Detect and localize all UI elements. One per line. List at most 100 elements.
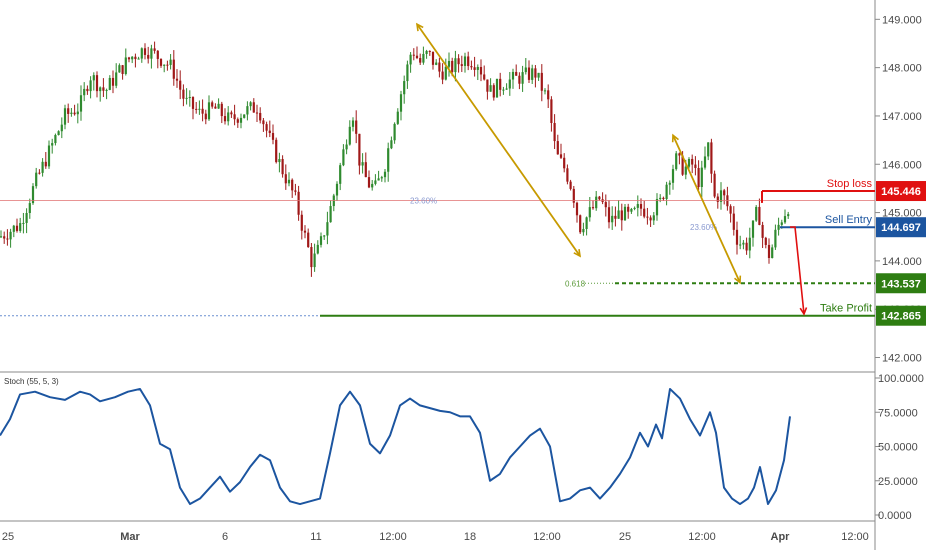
- candle-body: [239, 117, 243, 123]
- candle-body: [348, 126, 351, 145]
- candle-body: [611, 215, 614, 223]
- candle-body: [614, 215, 617, 219]
- stoch-axis-ticks: 100.0000 75.0000 50.0000 25.0000 0.0000: [875, 373, 924, 522]
- candle-body: [300, 214, 303, 231]
- candle-body: [553, 123, 556, 142]
- candle-body: [777, 224, 780, 230]
- candle-body: [150, 48, 153, 59]
- candle-body: [598, 196, 601, 200]
- candle-body: [99, 87, 102, 92]
- candle-body: [220, 103, 223, 117]
- candle-body: [297, 191, 300, 215]
- candle-body: [185, 97, 188, 99]
- stoch-line: [0, 387, 791, 506]
- candle-body: [467, 56, 470, 67]
- fib-label: 0.618: [565, 279, 586, 288]
- price-tick-label: 145.000: [882, 208, 922, 220]
- level-label: Sell Entry: [825, 214, 873, 226]
- candle-body: [179, 80, 182, 90]
- candle-body: [214, 106, 217, 109]
- candle-body: [505, 88, 508, 90]
- candle-body: [63, 108, 67, 125]
- candle-body: [345, 144, 348, 150]
- trade-levels: 23.60% 23.60% 0.618 Stop loss 145.446 Sell En…: [0, 178, 926, 326]
- candle-body: [665, 184, 668, 200]
- candle-body: [684, 166, 687, 175]
- candle-body: [527, 67, 531, 80]
- candle-body: [89, 80, 92, 92]
- time-tick-label: 25: [2, 531, 14, 543]
- candle-body: [134, 56, 137, 60]
- stoch-tick-label: 0.0000: [878, 510, 912, 522]
- price-badge-value: 145.446: [881, 186, 921, 198]
- candle-body: [291, 179, 294, 191]
- candle-body: [739, 244, 742, 246]
- candle-body: [111, 77, 115, 86]
- candle-body: [716, 196, 719, 202]
- candle-body: [38, 172, 41, 174]
- candle-body: [3, 236, 6, 239]
- candle-body: [617, 210, 620, 219]
- candle-body: [668, 182, 671, 185]
- candle-body: [198, 108, 201, 110]
- candle-body: [390, 140, 393, 149]
- candle-body: [406, 64, 409, 82]
- candle-body: [278, 159, 281, 163]
- candle-body: [358, 133, 361, 166]
- candle-body: [156, 50, 159, 59]
- candle-body: [646, 216, 649, 218]
- candle-body: [403, 81, 406, 95]
- candle-body: [374, 180, 377, 184]
- candle-body: [361, 162, 364, 166]
- candle-body: [0, 236, 3, 238]
- candle-body: [540, 72, 543, 91]
- stoch-tick-label: 75.0000: [878, 407, 918, 419]
- target-arrow-head: [799, 307, 808, 316]
- candle-body: [630, 208, 633, 212]
- candle-body: [182, 89, 185, 99]
- candle-body: [163, 64, 166, 66]
- candle-body: [671, 169, 675, 183]
- time-axis-ticks: 25 Mar 6 11 12:00 18 12:00 25 12:00 Apr 12:00: [2, 531, 869, 543]
- candle-body: [531, 68, 534, 80]
- time-tick-label: Mar: [120, 531, 140, 543]
- price-axis-ticks: 142.000143.000144.000145.000146.000147.0…: [875, 14, 922, 365]
- candle-body: [323, 235, 326, 237]
- candle-body: [95, 75, 99, 92]
- measure-arrow-line: [672, 134, 741, 283]
- candle-body: [652, 215, 655, 221]
- candle-body: [236, 119, 239, 123]
- candle-body: [419, 58, 422, 63]
- price-tick-label: 147.000: [882, 111, 922, 123]
- candle-body: [694, 164, 697, 169]
- candle-body: [143, 48, 147, 55]
- candle-body: [271, 132, 275, 140]
- candle-body: [447, 60, 451, 67]
- price-tick-label: 142.000: [882, 353, 922, 365]
- candle-body: [659, 197, 662, 200]
- candle-body: [428, 50, 431, 52]
- measure-arrow-head: [415, 22, 424, 32]
- candle-body: [473, 67, 476, 70]
- candle-body: [195, 108, 198, 110]
- candle-body: [70, 112, 73, 114]
- candle-body: [105, 89, 108, 91]
- candle-body: [422, 53, 425, 63]
- candle-body: [579, 215, 582, 233]
- candle-body: [758, 206, 761, 225]
- candle-body: [153, 48, 156, 51]
- candle-body: [102, 87, 105, 91]
- candle-body: [463, 56, 467, 66]
- candle-body: [387, 148, 390, 172]
- fib-label: 23.60%: [410, 196, 437, 205]
- candle-body: [92, 75, 95, 81]
- candle-body: [108, 77, 111, 90]
- time-tick-label: 11: [310, 531, 321, 543]
- candle-body: [627, 206, 630, 212]
- candle-body: [255, 112, 259, 114]
- candle-body: [547, 90, 550, 100]
- candle-body: [275, 139, 278, 163]
- candle-body: [25, 212, 28, 223]
- candle-body: [723, 190, 726, 196]
- candle-body: [252, 102, 255, 113]
